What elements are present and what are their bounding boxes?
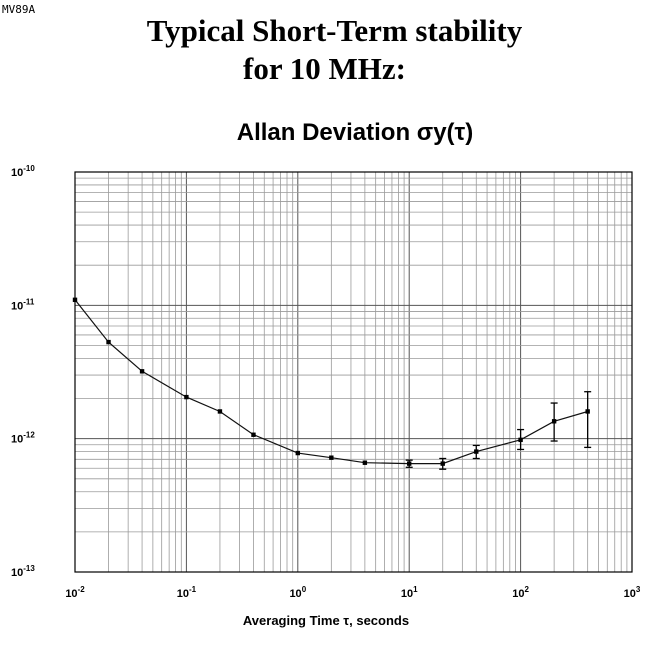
page-title-line2: for 10 MHz: (243, 51, 406, 86)
y-tick-label: 10-10 (11, 164, 35, 179)
x-tick-label: 103 (624, 585, 641, 600)
model-label: MV89A (2, 3, 36, 16)
data-point (551, 419, 557, 424)
y-tick-label: 10-13 (11, 564, 35, 579)
page-title: Typical Short-Term stability for 10 MHz: (0, 12, 669, 88)
page-title-line1: Typical Short-Term stability (146, 13, 523, 48)
data-point (251, 432, 256, 437)
chart-grid (75, 172, 632, 572)
data-point (407, 461, 412, 466)
y-tick-label: 10-11 (11, 297, 35, 312)
x-tick-label: 102 (512, 585, 529, 600)
data-point (184, 394, 189, 400)
x-tick-labels: 10-2 10-1 100 101 102 103 (65, 585, 641, 600)
data-point (106, 339, 111, 345)
data-series (72, 297, 592, 470)
x-tick-label: 10-1 (177, 585, 197, 600)
x-tick-label: 101 (401, 585, 418, 600)
plot-frame (74, 171, 633, 573)
data-point (585, 409, 590, 414)
data-point (440, 461, 445, 466)
error-bar (584, 391, 592, 449)
x-axis-title: Averaging Time τ, seconds (243, 613, 409, 628)
data-point (474, 449, 479, 454)
data-point (72, 297, 78, 303)
data-point (295, 450, 300, 456)
x-tick-label: 100 (289, 585, 306, 600)
data-point (329, 455, 334, 460)
chart-title: Allan Deviation σy(τ) (237, 119, 474, 146)
data-point (217, 409, 223, 414)
y-tick-label: 10-12 (11, 431, 35, 446)
data-point (518, 437, 523, 443)
x-tick-label: 10-2 (65, 585, 85, 600)
data-point (362, 460, 368, 465)
data-point (139, 369, 145, 374)
y-tick-labels: 10-10 10-11 10-12 10-13 (11, 164, 35, 579)
